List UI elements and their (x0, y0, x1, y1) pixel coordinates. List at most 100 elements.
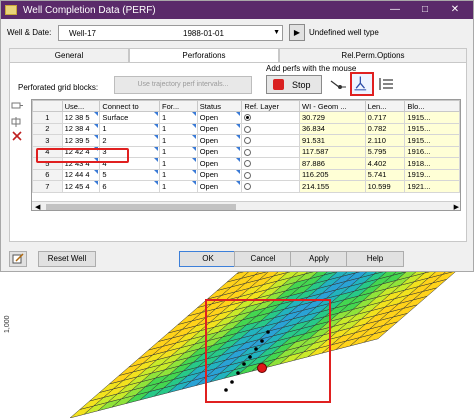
cell-len[interactable]: 0.782 (364, 122, 406, 135)
cell-ref[interactable] (241, 111, 300, 124)
tab-general[interactable]: General (9, 48, 129, 62)
cell-wi[interactable]: 87.886 (299, 157, 366, 170)
add-perf-point-icon[interactable] (329, 77, 347, 91)
cell-blo[interactable]: 1918... (404, 157, 460, 170)
column-header[interactable]: WI - Geom ... (299, 100, 366, 112)
cell-connect[interactable]: 6 (99, 180, 161, 193)
table-row[interactable]: 3 12 39 5 2 1 Open 91.531 2.110 1915... (32, 134, 460, 147)
cell-len[interactable]: 2.110 (364, 134, 406, 147)
ref-layer-radio[interactable] (244, 183, 252, 191)
cell-use[interactable]: 12 38 5 (61, 111, 101, 124)
ref-layer-radio[interactable] (244, 114, 252, 122)
column-header[interactable]: Blo... (404, 100, 460, 112)
cell-use[interactable]: 12 44 4 (61, 168, 101, 181)
cell-blo[interactable]: 1921... (404, 180, 460, 193)
perforation-marker[interactable] (266, 330, 270, 334)
cell-blo[interactable]: 1915... (404, 122, 460, 135)
cell-for[interactable]: 1 (159, 168, 198, 181)
title-bar[interactable]: Well Completion Data (PERF) — □ ✕ (1, 1, 473, 19)
column-header[interactable]: Status (196, 100, 243, 112)
cell-ref[interactable] (241, 145, 300, 158)
ref-layer-radio[interactable] (244, 137, 252, 145)
cell-status[interactable]: Open (196, 122, 243, 135)
scroll-right-icon[interactable]: ▶ (453, 204, 459, 211)
table-row[interactable]: 7 12 45 4 6 1 Open 214.155 10.599 1921... (32, 180, 460, 193)
cell-status[interactable]: Open (196, 180, 243, 193)
perforation-marker[interactable] (254, 347, 258, 351)
cell-wi[interactable]: 116.205 (299, 168, 366, 181)
add-perf-interval-icon[interactable] (350, 72, 374, 96)
apply-button[interactable]: Apply (290, 251, 348, 267)
cell-for[interactable]: 1 (159, 134, 198, 147)
reset-well-button[interactable]: Reset Well (38, 251, 96, 267)
cell-ref[interactable] (241, 157, 300, 170)
append-row-icon[interactable] (11, 117, 23, 127)
grid-cells[interactable] (69, 257, 467, 418)
cell-connect[interactable]: 4 (99, 157, 161, 170)
cell-for[interactable]: 1 (159, 145, 198, 158)
ref-layer-radio[interactable] (244, 125, 252, 133)
well-date-select[interactable]: Well-17 1988-01-01 ▼ (58, 25, 283, 41)
cell-len[interactable]: 10.599 (364, 180, 406, 193)
close-button[interactable]: ✕ (450, 4, 460, 15)
column-header[interactable] (32, 100, 63, 112)
cell-for[interactable]: 1 (159, 122, 198, 135)
cell-ref[interactable] (241, 168, 300, 181)
cell-for[interactable]: 1 (159, 180, 198, 193)
column-header[interactable]: Use... (61, 100, 101, 112)
cell-ref[interactable] (241, 122, 300, 135)
tab-rel-perm-options[interactable]: Rel.Perm.Options (279, 48, 467, 62)
cell-for[interactable]: 1 (159, 111, 198, 124)
column-header[interactable]: Ref. Layer (241, 100, 300, 112)
table-row[interactable]: 5 12 43 4 4 1 Open 87.886 4.402 1918... (32, 157, 460, 170)
cell-blo[interactable]: 1919... (404, 168, 460, 181)
cell-len[interactable]: 5.741 (364, 168, 406, 181)
perforation-marker[interactable] (260, 339, 264, 343)
cell-use[interactable]: 12 45 4 (61, 180, 101, 193)
maximize-button[interactable]: □ (421, 4, 429, 15)
cell-len[interactable]: 0.717 (364, 111, 406, 124)
table-row[interactable]: 1 12 38 5 Surface 1 Open 30.729 0.717 1915... (32, 111, 460, 124)
edit-icon-button[interactable] (9, 251, 27, 267)
perforation-marker[interactable] (242, 362, 246, 366)
cell-use[interactable]: 12 39 5 (61, 134, 101, 147)
cell-use[interactable]: 12 38 4 (61, 122, 101, 135)
cell-blo[interactable]: 1915... (404, 111, 460, 124)
cell-connect[interactable]: 3 (99, 145, 161, 158)
perforations-table[interactable]: Use... Connect to For... Status Ref. Layer WI… (31, 99, 461, 211)
horizontal-scrollbar[interactable]: ◀ ▶ (32, 201, 460, 211)
column-header[interactable]: Connect to (99, 100, 161, 112)
perforation-marker[interactable] (236, 371, 240, 375)
ref-layer-radio[interactable] (244, 171, 252, 179)
help-button[interactable]: Help (346, 251, 404, 267)
column-header[interactable]: For... (159, 100, 198, 112)
cell-wi[interactable]: 117.587 (299, 145, 366, 158)
cell-wi[interactable]: 214.155 (299, 180, 366, 193)
cell-blo[interactable]: 1916... (404, 145, 460, 158)
cell-for[interactable]: 1 (159, 157, 198, 170)
well-marker[interactable] (257, 363, 267, 373)
cell-len[interactable]: 5.795 (364, 145, 406, 158)
stop-button[interactable]: Stop (266, 75, 322, 94)
ok-button[interactable]: OK (179, 251, 237, 267)
cell-wi[interactable]: 36.834 (299, 122, 366, 135)
cell-use[interactable]: 12 42 4 (61, 145, 101, 158)
column-header[interactable]: Len... (364, 100, 406, 112)
perforation-marker[interactable] (230, 380, 234, 384)
cell-connect[interactable]: 2 (99, 134, 161, 147)
tab-perforations[interactable]: Perforations (129, 48, 279, 62)
ref-layer-radio[interactable] (244, 160, 252, 168)
cell-wi[interactable]: 91.531 (299, 134, 366, 147)
perforation-marker[interactable] (224, 388, 228, 392)
perforation-marker[interactable] (248, 355, 252, 359)
cell-connect[interactable]: 1 (99, 122, 161, 135)
chevron-down-icon[interactable]: ▼ (273, 29, 280, 36)
cancel-button[interactable]: Cancel (234, 251, 292, 267)
table-row[interactable]: 6 12 44 4 5 1 Open 116.205 5.741 1919... (32, 168, 460, 181)
use-trajectory-button[interactable]: Use trajectory perf intervals... (114, 76, 252, 94)
perf-list-icon[interactable] (377, 76, 395, 92)
delete-row-icon[interactable] (11, 131, 23, 141)
cell-connect[interactable]: 5 (99, 168, 161, 181)
next-well-button[interactable]: ▶ (289, 24, 305, 41)
